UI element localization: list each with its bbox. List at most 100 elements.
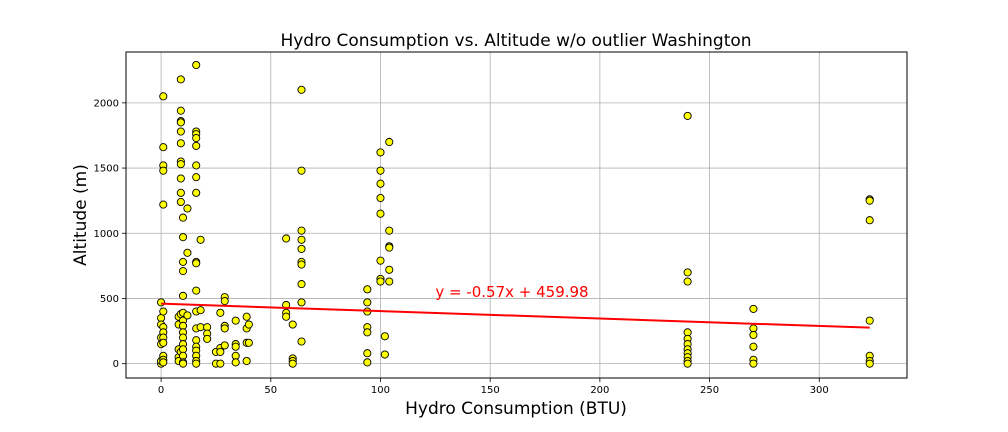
data-point	[196, 306, 205, 315]
data-point	[385, 226, 394, 235]
data-point	[683, 277, 692, 286]
data-point	[376, 256, 385, 265]
data-point	[192, 259, 201, 268]
data-point	[363, 358, 372, 367]
data-point	[380, 350, 389, 359]
x-axis-label: Hydro Consumption (BTU)	[405, 399, 627, 419]
data-point	[176, 118, 185, 127]
data-point	[192, 359, 201, 368]
data-point	[159, 143, 168, 152]
data-point	[297, 85, 306, 94]
data-point	[683, 359, 692, 368]
data-point	[363, 349, 372, 358]
data-point	[176, 174, 185, 183]
x-tick-label: 150	[481, 385, 500, 396]
data-point	[376, 193, 385, 203]
chart-title: Hydro Consumption vs. Altitude w/o outli…	[280, 31, 751, 51]
data-point	[297, 280, 306, 289]
data-point	[363, 328, 372, 337]
data-point	[231, 358, 240, 367]
data-point	[297, 166, 306, 175]
data-point	[176, 106, 185, 115]
data-point	[376, 209, 385, 218]
data-point	[176, 160, 185, 169]
data-point	[385, 137, 394, 147]
data-point	[749, 304, 758, 313]
regression-line	[161, 302, 870, 329]
y-axis-label: Altitude (m)	[71, 164, 91, 266]
y-tick-label: 1000	[94, 229, 119, 240]
data-point	[178, 291, 188, 300]
data-point	[749, 330, 758, 340]
data-point	[376, 179, 385, 188]
data-point	[216, 347, 225, 356]
data-point	[159, 307, 168, 316]
data-point	[865, 359, 874, 368]
x-tick-label: 250	[700, 385, 719, 396]
data-point	[282, 312, 291, 321]
data-point	[220, 324, 229, 333]
plot-frame	[125, 51, 908, 379]
data-point	[192, 286, 201, 295]
y-axis-ticks: 0 500 1000 1500 2000	[94, 98, 126, 370]
data-point	[159, 166, 168, 175]
data-point	[380, 332, 389, 341]
data-point	[176, 139, 185, 148]
y-tick-label: 2000	[94, 98, 119, 109]
data-point	[385, 243, 394, 252]
data-point	[159, 338, 168, 347]
y-tick-label: 0	[113, 359, 119, 370]
data-points	[157, 60, 874, 368]
data-point	[192, 60, 201, 70]
data-point	[216, 359, 225, 368]
data-point	[192, 141, 201, 150]
data-point	[178, 213, 188, 222]
regression-equation: y = -0.57x + 459.98	[435, 283, 588, 301]
data-point	[178, 257, 188, 266]
data-point	[297, 298, 306, 307]
data-point	[363, 298, 372, 307]
data-point	[192, 161, 201, 170]
data-point	[220, 297, 229, 306]
data-point	[865, 196, 874, 205]
data-point	[297, 260, 306, 269]
x-axis-ticks: 0 50 100 150 200 250 300	[158, 378, 829, 396]
data-point	[297, 226, 306, 235]
data-point	[683, 111, 692, 120]
data-point	[385, 277, 394, 286]
data-point	[749, 359, 758, 368]
data-point	[196, 235, 205, 244]
data-point	[220, 341, 229, 350]
data-point	[183, 204, 192, 213]
data-point	[749, 342, 758, 351]
data-point	[865, 316, 874, 325]
y-tick-label: 1500	[94, 164, 119, 175]
data-point	[176, 188, 185, 197]
data-point	[192, 173, 201, 182]
data-point	[244, 338, 253, 347]
data-point	[288, 320, 297, 329]
data-point	[376, 277, 385, 286]
data-point	[159, 358, 168, 367]
grid	[126, 52, 907, 378]
data-point	[192, 134, 201, 143]
data-point	[196, 323, 205, 332]
data-point	[282, 234, 291, 243]
data-point	[242, 312, 251, 321]
data-point	[376, 166, 385, 175]
data-point	[176, 197, 185, 207]
data-point	[385, 265, 394, 274]
data-point	[157, 298, 166, 307]
data-point	[376, 148, 385, 157]
data-point	[176, 127, 185, 136]
data-point	[242, 356, 251, 366]
data-point	[231, 316, 240, 325]
data-point	[183, 311, 192, 320]
data-point	[865, 216, 874, 225]
data-point	[178, 233, 188, 242]
data-point	[297, 235, 306, 244]
y-tick-label: 500	[100, 294, 119, 305]
x-tick-label: 0	[158, 385, 164, 396]
x-tick-label: 50	[264, 385, 277, 396]
